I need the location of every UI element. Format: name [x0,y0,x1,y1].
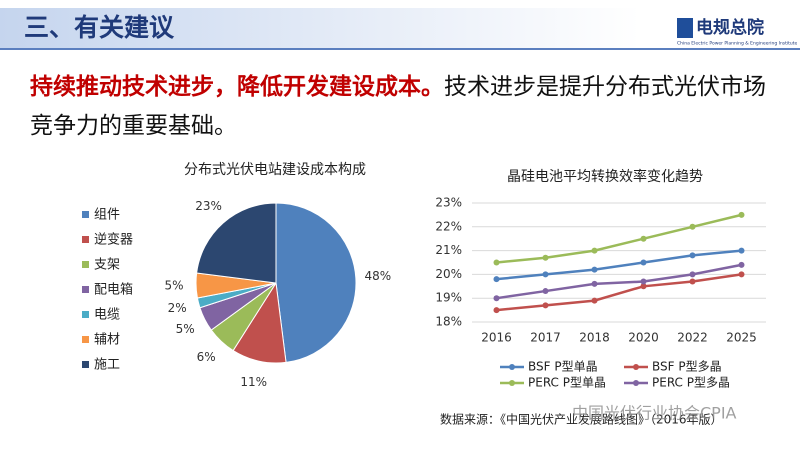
x-tick-label: 2017 [530,331,561,345]
legend-swatch [82,211,89,218]
header-rule [0,48,800,50]
logo-text: 电规总院 [696,17,764,38]
legend-swatch [82,336,89,343]
logo-subtitle: China Electric Power Planning & Engineer… [677,41,798,47]
legend-swatch [82,361,89,368]
series-marker [493,295,500,302]
data-label: 48% [364,269,391,283]
y-tick-label: 21% [435,243,462,257]
headline: 持续推动技术进步，降低开发建设成本。技术进步是提升分布式光伏市场竞争力的重要基础… [30,68,782,146]
series-line [496,273,742,312]
series-marker [738,247,745,254]
pie-slice [275,202,357,363]
data-label: 2% [168,301,187,315]
series-marker [640,259,647,266]
chart-title: 分布式光伏电站建设成本构成 [184,162,366,178]
series-marker [689,271,696,278]
data-label: 5% [176,322,195,336]
series-line [496,249,742,281]
headline-text: 技术进步是提升分布式光伏市场竞争力的重要基础。 [30,74,766,139]
series-marker [542,288,549,295]
legend-swatch [82,261,89,268]
legend-label: PERC P型单晶 [528,376,606,390]
legend-label: 支架 [94,258,120,273]
x-tick-label: 2025 [726,331,757,345]
y-tick-label: 22% [435,219,462,233]
chart-title: 晶硅电池平均转换效率变化趋势 [507,168,703,185]
legend-marker [633,364,639,370]
series-marker [640,278,647,285]
logo-icon [677,18,693,38]
legend-label: BSF P型单晶 [528,360,598,374]
legend-label: 配电箱 [94,282,133,298]
series-marker [738,271,745,278]
legend-label: 组件 [94,208,120,223]
legend-marker [509,380,515,386]
data-label: 6% [197,350,216,364]
x-tick-label: 2018 [579,331,610,345]
header-title: 三、有关建议 [24,13,175,42]
legend-label: 施工 [94,358,120,373]
watermark: 中国光伏行业协会CPIA [572,404,737,423]
y-tick-label: 23% [435,196,462,210]
data-label: 11% [240,375,267,389]
legend-label: 逆变器 [94,232,133,248]
x-tick-label: 2020 [628,331,659,345]
series-line [496,263,742,300]
y-tick-label: 19% [435,291,462,305]
series-marker [738,211,745,218]
series-marker [542,271,549,278]
legend-swatch [82,236,89,243]
data-label: 5% [165,279,184,293]
series-marker [738,261,745,268]
y-tick-label: 20% [435,267,462,281]
series-line [496,213,742,264]
series-marker [689,278,696,285]
series-marker [591,266,598,273]
series-marker [640,283,647,290]
data-label: 23% [195,199,222,213]
series-marker [689,252,696,259]
legend-swatch [82,311,89,318]
legend-label: 辅材 [94,333,120,348]
legend-label: PERC P型多晶 [652,376,730,390]
series-marker [542,302,549,309]
y-tick-label: 18% [435,315,462,329]
series-marker [591,280,598,287]
legend-swatch [82,286,89,293]
x-tick-label: 2022 [677,331,708,345]
legend-marker [509,364,515,370]
series-marker [493,259,500,266]
legend-marker [633,380,639,386]
source: 数据来源：《中国光伏产业发展路线图》（2016年版） [440,412,723,427]
x-tick-label: 2016 [481,331,512,345]
legend-label: 电缆 [94,307,120,323]
series-marker [493,307,500,314]
series-marker [542,254,549,261]
series-marker [591,247,598,254]
series-marker [640,235,647,242]
series-marker [591,297,598,304]
series-marker [493,276,500,283]
pie-slice [196,202,277,284]
header-band [0,8,640,48]
headline-emphasis: 持续推动技术进步，降低开发建设成本。 [30,74,444,100]
series-marker [689,223,696,230]
legend-label: BSF P型多晶 [652,360,722,374]
